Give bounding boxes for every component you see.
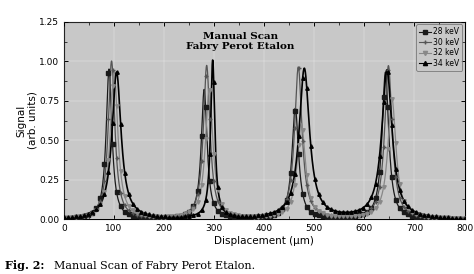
X-axis label: Displacement (μm): Displacement (μm) xyxy=(214,236,314,246)
Text: Manual Scan of Fabry Perot Etalon.: Manual Scan of Fabry Perot Etalon. xyxy=(40,261,255,271)
Legend: 28 keV, 30 keV, 32 keV, 34 keV: 28 keV, 30 keV, 32 keV, 34 keV xyxy=(416,24,462,71)
Text: Manual Scan
Fabry Perot Etalon: Manual Scan Fabry Perot Etalon xyxy=(186,32,294,51)
Y-axis label: Signal
(arb. units): Signal (arb. units) xyxy=(16,92,37,150)
Text: Fig. 2:: Fig. 2: xyxy=(5,260,44,271)
